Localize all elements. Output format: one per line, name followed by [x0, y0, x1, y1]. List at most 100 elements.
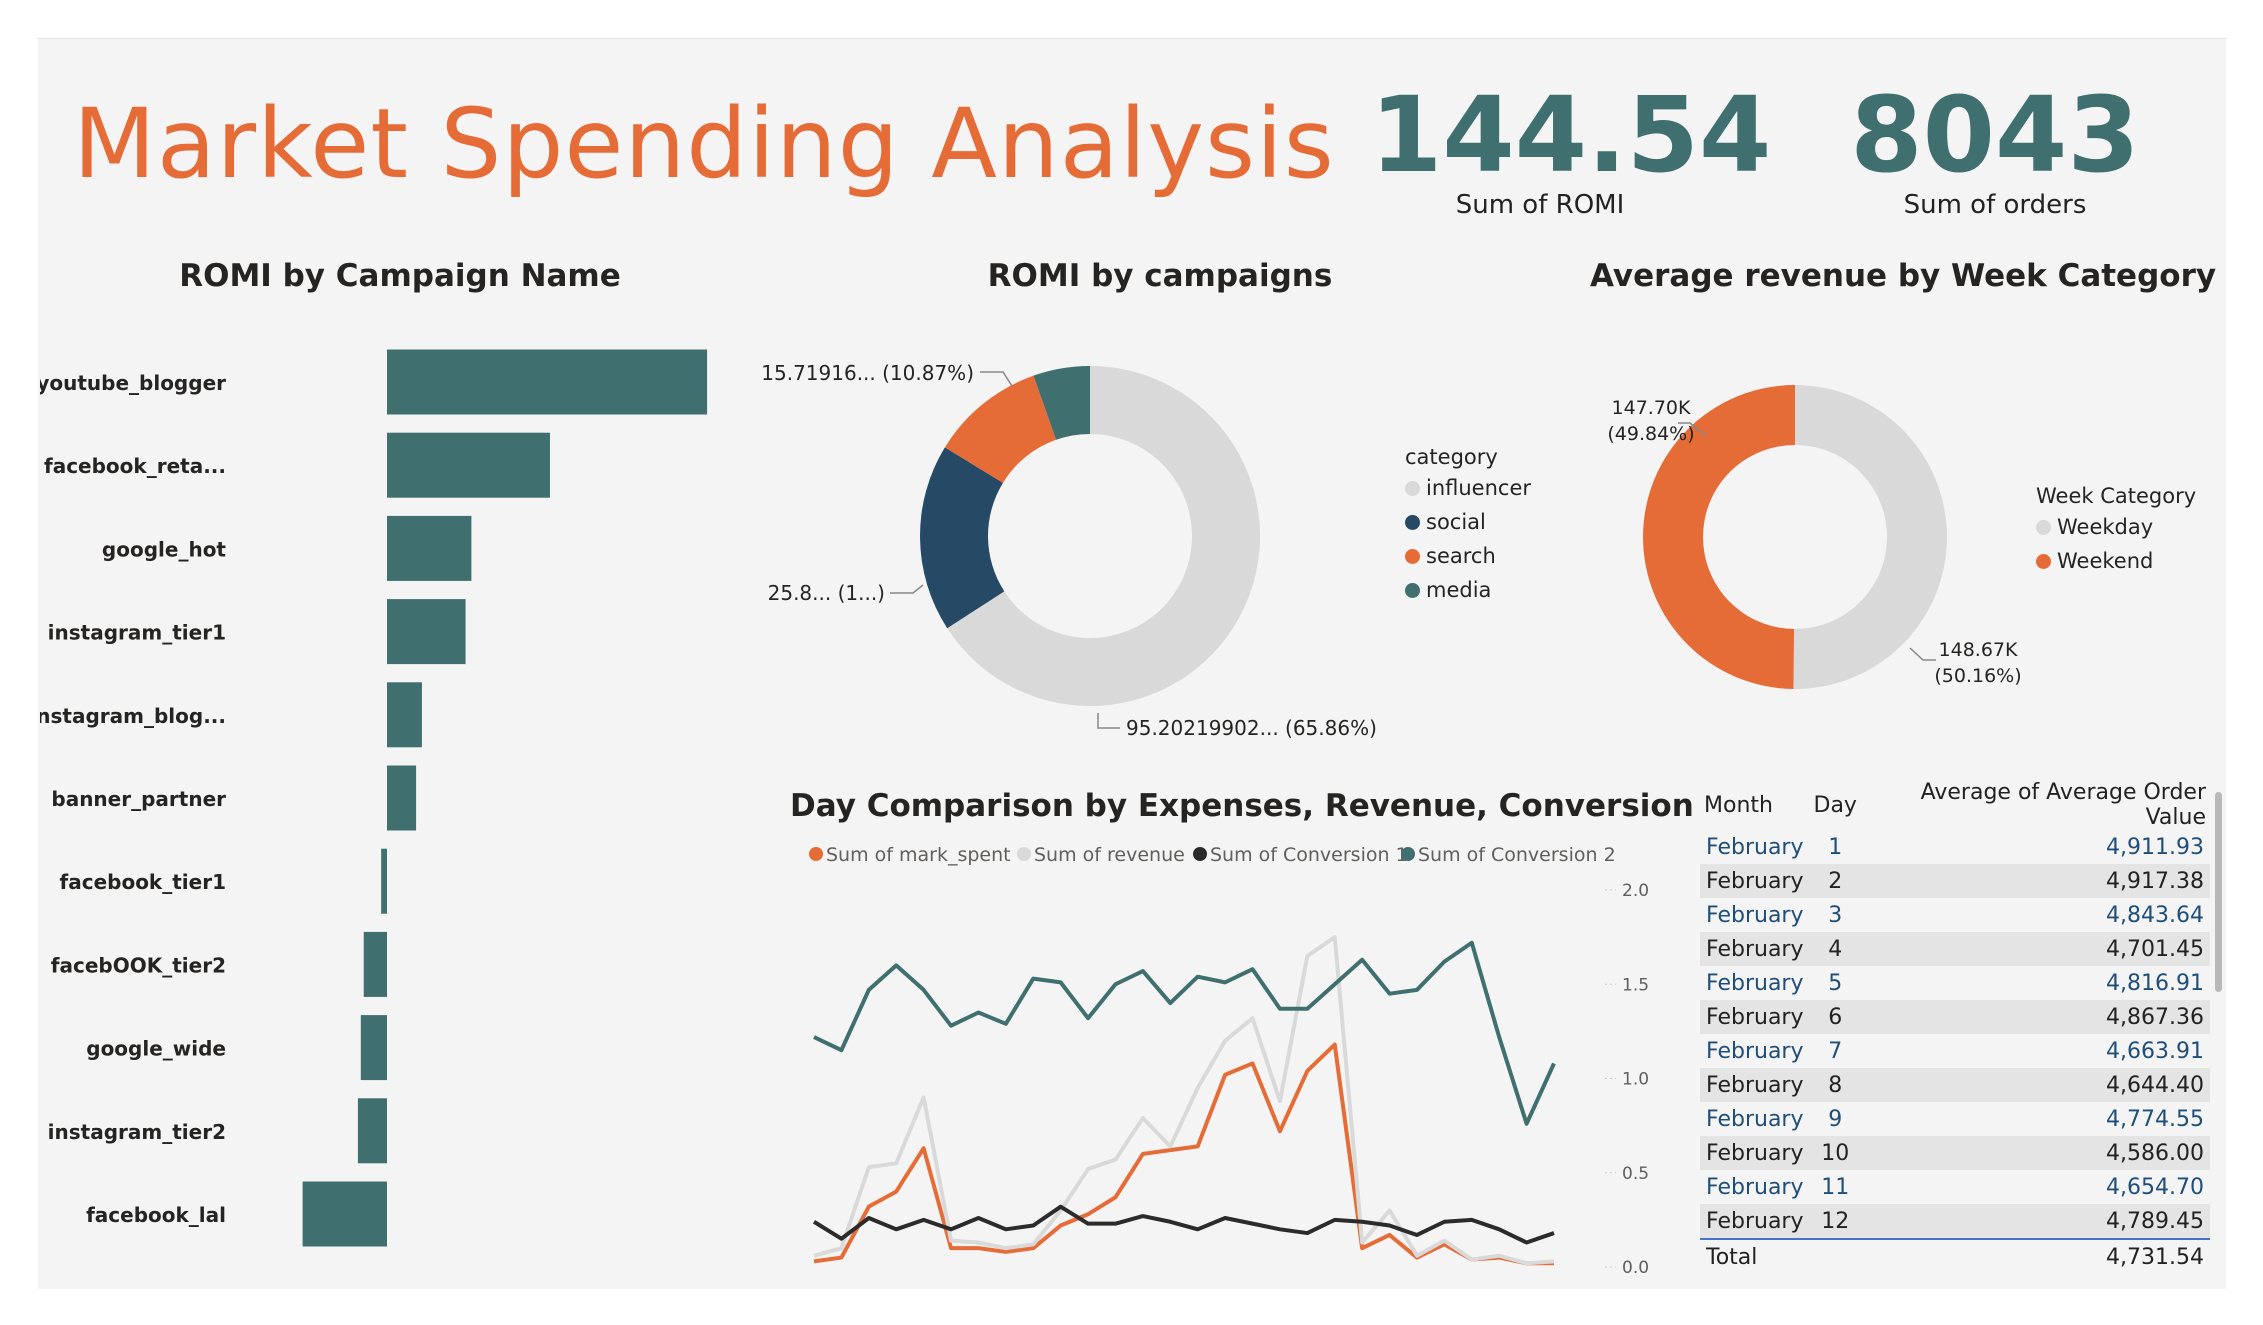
table-cell: 10	[1809, 1136, 1861, 1170]
donut-slice-influencer	[947, 366, 1260, 706]
table-cell: 4,654.70	[1860, 1170, 2210, 1204]
kpi-card-romi[interactable]: 144.54 Sum of ROMI	[1370, 74, 1771, 220]
table-cell: February	[1700, 898, 1810, 932]
legend-item[interactable]: media	[1405, 573, 1531, 607]
table-cell: 4,917.38	[1860, 864, 2210, 898]
table-cell: February	[1700, 1204, 1810, 1239]
table-row[interactable]: February 5 4,816.91	[1700, 966, 2210, 1000]
table-cell: 4,701.45	[1860, 932, 2210, 966]
col-month-header[interactable]: Month	[1704, 792, 1773, 818]
table-cell: 4,774.55	[1860, 1102, 2210, 1136]
line-legend-label: Sum of Conversion 1	[1210, 844, 1408, 866]
table-header-row: Month Day Average of Average Order Value	[1700, 780, 2210, 830]
leader-line	[1909, 647, 1936, 661]
legend-label: search	[1426, 544, 1496, 568]
table-cell: February	[1700, 932, 1810, 966]
bar	[387, 349, 708, 415]
legend-item[interactable]: Weekend	[2036, 544, 2196, 578]
bar	[360, 1015, 387, 1081]
table-cell: 4,816.91	[1860, 966, 2210, 1000]
table-cell: February	[1700, 1170, 1810, 1204]
legend-item[interactable]: Weekday	[2036, 510, 2196, 544]
romi-by-campaigns-donut[interactable]: 15.71916... (10.87%) 25.8... (1...) 95.202…	[760, 330, 1400, 760]
table-cell: 4,644.40	[1860, 1068, 2210, 1102]
line-legend-dot	[1193, 847, 1207, 861]
table-row[interactable]: February 6 4,867.36	[1700, 1000, 2210, 1034]
series-line	[812, 1204, 1555, 1245]
day-comparison-line-chart[interactable]: Sum of mark_spent Sum of revenue Sum of Co…	[790, 830, 1670, 1280]
table-row[interactable]: February 3 4,843.64	[1700, 898, 2210, 932]
legend-label: Weekend	[2057, 549, 2154, 573]
romi-by-campaign-bar-chart[interactable]: youtube_blogger facebook_reta... google_ho…	[40, 330, 740, 1260]
bar-category-label: google_hot	[102, 537, 227, 561]
table-row[interactable]: February 2 4,917.38	[1700, 864, 2210, 898]
line-chart-title: Day Comparison by Expenses, Revenue, Con…	[790, 788, 1797, 824]
total-label: Total	[1700, 1238, 1810, 1274]
bar	[387, 432, 550, 498]
bar	[387, 599, 466, 665]
table-scrollbar[interactable]	[2215, 792, 2222, 992]
table-row[interactable]: February 12 4,789.45	[1700, 1204, 2210, 1239]
y-tick-label: 2.0	[1622, 881, 1649, 901]
bar	[387, 765, 417, 831]
legend-label: media	[1426, 578, 1492, 602]
leader-line	[1678, 422, 1707, 437]
total-value: 4,731.54	[1860, 1238, 2210, 1274]
table-row[interactable]: February 7 4,663.91	[1700, 1034, 2210, 1068]
table-cell: 2	[1809, 864, 1861, 898]
table-row[interactable]: February 10 4,586.00	[1700, 1136, 2210, 1170]
donut-slice-social	[920, 447, 1005, 629]
table-cell: 5	[1809, 966, 1861, 1000]
legend-dot	[1405, 514, 1420, 530]
legend-item[interactable]: search	[1405, 539, 1531, 573]
category-legend: category influencer social search media	[1405, 445, 1531, 607]
donut-campaigns-title: ROMI by campaigns	[987, 258, 1333, 294]
page-title: Market Spending Analysis	[73, 88, 1335, 200]
table-row[interactable]: February 4 4,701.45	[1700, 932, 2210, 966]
bar-category-label: instagram_tier2	[48, 1120, 226, 1144]
kpi-label: Sum of orders	[1903, 190, 2087, 220]
series-line	[813, 935, 1555, 1266]
kpi-value: 8043	[1850, 74, 2140, 196]
table-cell: 7	[1809, 1034, 1861, 1068]
table-cell: 12	[1809, 1204, 1861, 1239]
table-row[interactable]: February 8 4,644.40	[1700, 1068, 2210, 1102]
kpi-card-orders[interactable]: 8043 Sum of orders	[1810, 74, 2180, 220]
table-cell: 1	[1809, 830, 1861, 864]
line-legend-dot	[1017, 847, 1031, 861]
col-day-header[interactable]: Day	[1813, 792, 1857, 818]
order-value-table[interactable]: Month Day Average of Average Order Value…	[1700, 780, 2210, 1282]
table-cell: February	[1700, 1034, 1810, 1068]
table-cell: February	[1700, 1068, 1810, 1102]
table-row[interactable]: February 11 4,654.70	[1700, 1170, 2210, 1204]
bar-category-label: banner_partner	[51, 787, 226, 811]
donut-slice-weekday	[1793, 385, 1948, 689]
table-cell: February	[1700, 830, 1810, 864]
bar-category-label: facebook_lal	[86, 1203, 226, 1227]
table-row[interactable]: February 1 4,911.93	[1700, 830, 2210, 864]
data-label-weekday-value: 148.67K	[1939, 639, 2018, 661]
bar-category-label: youtube_blogger	[40, 371, 226, 395]
y-tick-label: 1.0	[1622, 1070, 1649, 1090]
legend-item[interactable]: social	[1405, 505, 1531, 539]
data-label-search: 15.71916... (10.87%)	[761, 361, 974, 385]
bar-category-label: instagram_tier1	[48, 621, 226, 645]
table-cell: February	[1700, 1136, 1810, 1170]
line-legend-dot	[809, 847, 823, 861]
table-cell: 4,663.91	[1860, 1034, 2210, 1068]
table-row[interactable]: February 9 4,774.55	[1700, 1102, 2210, 1136]
line-legend-label: Sum of revenue	[1034, 844, 1185, 866]
donut-week-title: Average revenue by Week Category	[1590, 258, 2217, 294]
table-cell: 4,911.93	[1860, 830, 2210, 864]
col-aov-header[interactable]: Average of Average Order Value	[1920, 780, 2206, 830]
legend-dot	[2036, 553, 2051, 569]
bar-category-label: facebook_tier1	[60, 870, 226, 894]
bar-chart-title: ROMI by Campaign Name	[179, 258, 621, 294]
legend-item[interactable]: influencer	[1405, 471, 1531, 505]
bar-category-label: facebook_reta...	[44, 454, 226, 478]
table-cell: 3	[1809, 898, 1861, 932]
y-tick-label: 0.0	[1622, 1258, 1649, 1278]
legend-dot	[2036, 519, 2051, 535]
revenue-by-week-donut[interactable]: 147.70K (49.84%) 148.67K (50.16%)	[1540, 340, 2040, 740]
legend-title: category	[1405, 445, 1498, 469]
